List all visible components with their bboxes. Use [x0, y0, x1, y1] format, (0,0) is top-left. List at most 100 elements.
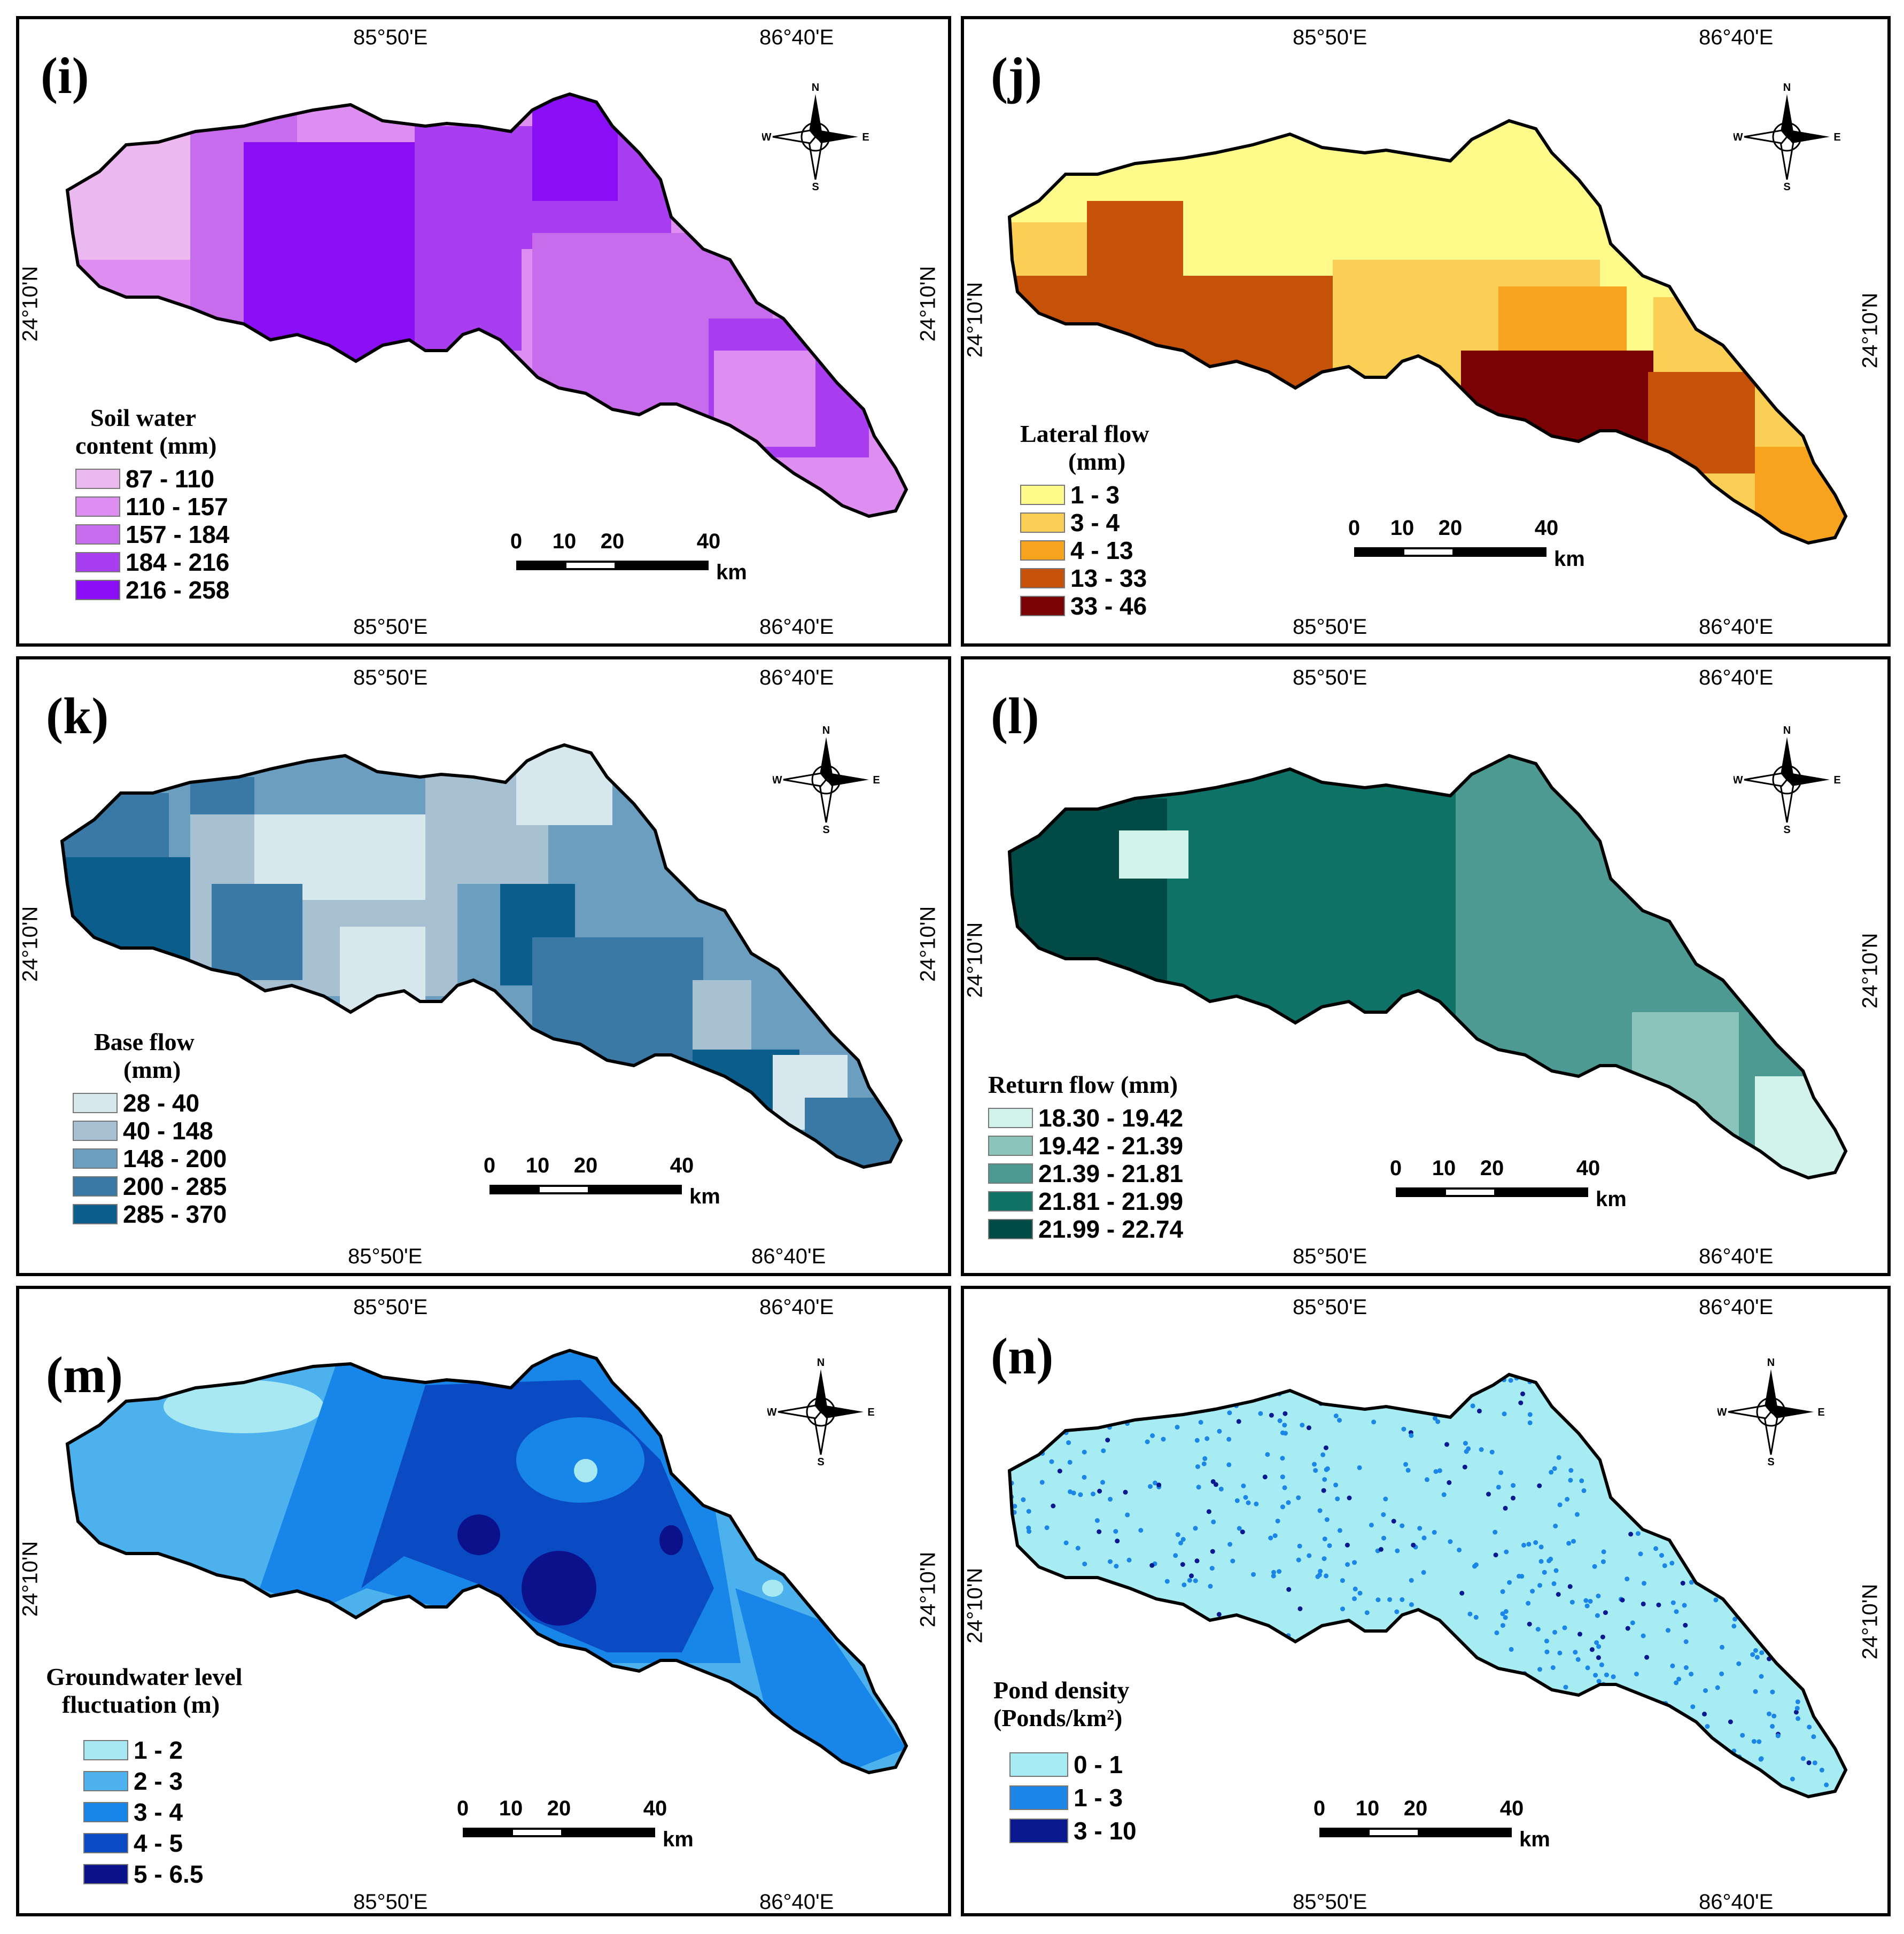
zone-class-5	[1009, 798, 1167, 980]
pond-point	[1272, 1688, 1277, 1694]
pond-point	[1312, 1462, 1317, 1467]
scale-tick: 40	[1499, 1797, 1524, 1820]
zone-class-5	[244, 142, 420, 367]
pond-point	[1015, 1430, 1021, 1435]
pond-point	[1441, 1492, 1447, 1497]
pond-point	[1083, 1407, 1088, 1412]
pond-point	[1327, 1740, 1332, 1745]
pond-point	[1324, 1517, 1330, 1523]
pond-point	[1335, 1496, 1340, 1502]
scale-bar: 0 10 20 40 km	[1314, 1797, 1555, 1861]
pond-point	[1674, 1487, 1679, 1493]
pond-point	[1785, 1647, 1790, 1652]
pond-point	[1245, 1658, 1250, 1663]
pond-point	[1094, 1518, 1100, 1523]
legend-item: 3 - 4	[46, 1797, 243, 1828]
pond-point	[1549, 1470, 1554, 1475]
pond-point	[1551, 1770, 1557, 1775]
pond-point	[1696, 1495, 1701, 1500]
pond-point	[1282, 1485, 1287, 1490]
pond-point	[1703, 1759, 1708, 1765]
pond-point	[1713, 1791, 1719, 1797]
pond-point	[1835, 1583, 1840, 1589]
legend-item: 21.81 - 21.99	[988, 1187, 1183, 1215]
zone-class-4b	[1087, 201, 1183, 281]
pond-point	[1294, 1732, 1299, 1737]
legend-item: 2 - 3	[46, 1766, 243, 1797]
pond-point	[1558, 1737, 1564, 1742]
legend-title-line1: Groundwater level	[46, 1663, 243, 1690]
pond-point	[1246, 1500, 1251, 1505]
pond-point	[1535, 1627, 1541, 1632]
pond-point	[1542, 1570, 1547, 1575]
legend-swatch	[1009, 1785, 1068, 1810]
pond-point	[1421, 1570, 1426, 1575]
pond-point	[1244, 1640, 1249, 1644]
pond-point	[1340, 1578, 1345, 1583]
pond-point	[1337, 1528, 1342, 1533]
pond-point	[1442, 1386, 1448, 1391]
east-letter: E	[873, 774, 880, 786]
west-letter: W	[767, 1407, 777, 1418]
legend-label: 285 - 370	[123, 1200, 227, 1228]
pond-point	[1258, 1411, 1263, 1416]
zone-class-5b	[532, 94, 618, 201]
pond-point	[1553, 1524, 1558, 1529]
pond-point	[1026, 1509, 1031, 1514]
pond-point	[1237, 1733, 1242, 1738]
pond-point	[1673, 1498, 1678, 1503]
pond-point	[1357, 1747, 1363, 1752]
pond-point	[1759, 1650, 1765, 1656]
legend-swatch	[73, 1176, 118, 1197]
pond-point	[1102, 1598, 1108, 1604]
pond-point	[1689, 1580, 1694, 1585]
pond-point	[1208, 1583, 1213, 1589]
pond-point	[1544, 1777, 1549, 1783]
pond-point	[1312, 1645, 1318, 1650]
pond-point	[1823, 1486, 1828, 1490]
legend-swatch	[75, 469, 120, 489]
pond-point	[1527, 1412, 1533, 1417]
pond-point	[1410, 1729, 1415, 1734]
pond-point	[1610, 1712, 1615, 1718]
pond-point	[1331, 1758, 1336, 1763]
pond-point	[1797, 1603, 1802, 1608]
north-letter: N	[1783, 726, 1791, 736]
pond-point	[1401, 1658, 1406, 1663]
pond-point	[1307, 1698, 1312, 1703]
lon-label-top-left: 85°50'E	[353, 666, 428, 689]
pond-point	[1740, 1733, 1745, 1738]
pond-point	[1263, 1700, 1269, 1706]
pond-point	[1758, 1757, 1763, 1762]
legend-swatch	[83, 1864, 128, 1884]
legend-item: 157 - 184	[75, 521, 229, 548]
pond-point	[1612, 1790, 1617, 1796]
pond-point	[1148, 1484, 1153, 1489]
pond-point	[1385, 1691, 1390, 1696]
pond-point	[1337, 1418, 1342, 1423]
legend-item: 1 - 2	[46, 1735, 243, 1766]
pond-point	[1053, 1431, 1059, 1436]
pond-point	[1844, 1641, 1846, 1646]
scale-bar: 0 10 20 40 km	[1348, 516, 1589, 580]
pond-point	[1381, 1639, 1387, 1644]
watershed-map	[65, 1348, 908, 1775]
pond-point	[1280, 1504, 1285, 1510]
pond-point	[1493, 1529, 1498, 1535]
pond-point	[1398, 1625, 1404, 1630]
pond-point	[1607, 1692, 1613, 1697]
pond-point	[1770, 1689, 1775, 1695]
legend: Return flow (mm) 18.30 - 19.42 19.42 - 2…	[988, 1071, 1183, 1243]
pond-point	[1500, 1611, 1505, 1617]
pond-point	[1463, 1441, 1468, 1446]
pond-point	[1584, 1603, 1590, 1609]
panel-n: (n) 85°50'E 86°40'E 85°50'E 86°40'E 24°1…	[961, 1286, 1891, 1916]
pond-point	[1552, 1466, 1557, 1471]
pond-point	[1603, 1610, 1608, 1615]
pond-point	[1389, 1790, 1394, 1795]
legend-swatch	[75, 496, 120, 517]
pond-point	[1519, 1574, 1525, 1579]
pond-point	[1126, 1557, 1132, 1563]
pond-point	[1247, 1723, 1253, 1729]
pond-point	[1627, 1736, 1632, 1741]
